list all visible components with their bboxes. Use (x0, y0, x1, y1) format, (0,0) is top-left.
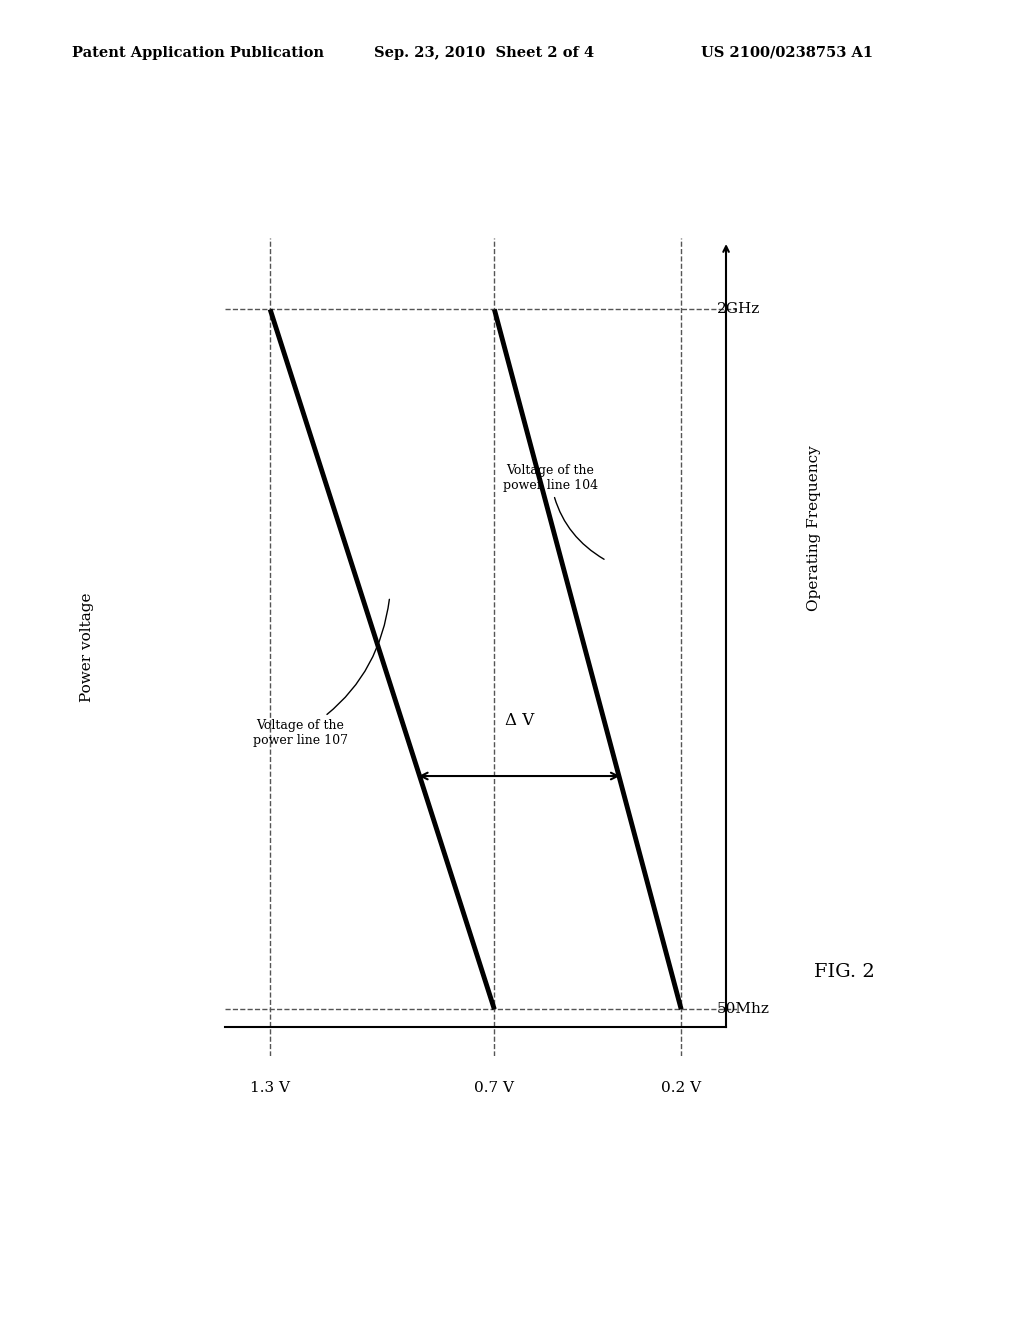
Text: Voltage of the
power line 107: Voltage of the power line 107 (253, 599, 389, 747)
Text: Voltage of the
power line 104: Voltage of the power line 104 (503, 465, 604, 560)
Text: 0.7 V: 0.7 V (474, 1081, 514, 1096)
Text: Operating Frequency: Operating Frequency (807, 445, 821, 611)
Text: 2GHz: 2GHz (717, 302, 760, 317)
Text: 1.3 V: 1.3 V (250, 1081, 290, 1096)
Text: Sep. 23, 2010  Sheet 2 of 4: Sep. 23, 2010 Sheet 2 of 4 (374, 46, 594, 59)
Text: 0.2 V: 0.2 V (662, 1081, 701, 1096)
Text: 50Mhz: 50Mhz (717, 1002, 770, 1016)
Text: US 2100/0238753 A1: US 2100/0238753 A1 (701, 46, 873, 59)
Text: Power voltage: Power voltage (80, 593, 94, 701)
Text: Patent Application Publication: Patent Application Publication (72, 46, 324, 59)
Text: FIG. 2: FIG. 2 (814, 962, 874, 981)
Text: Δ V: Δ V (505, 713, 534, 730)
